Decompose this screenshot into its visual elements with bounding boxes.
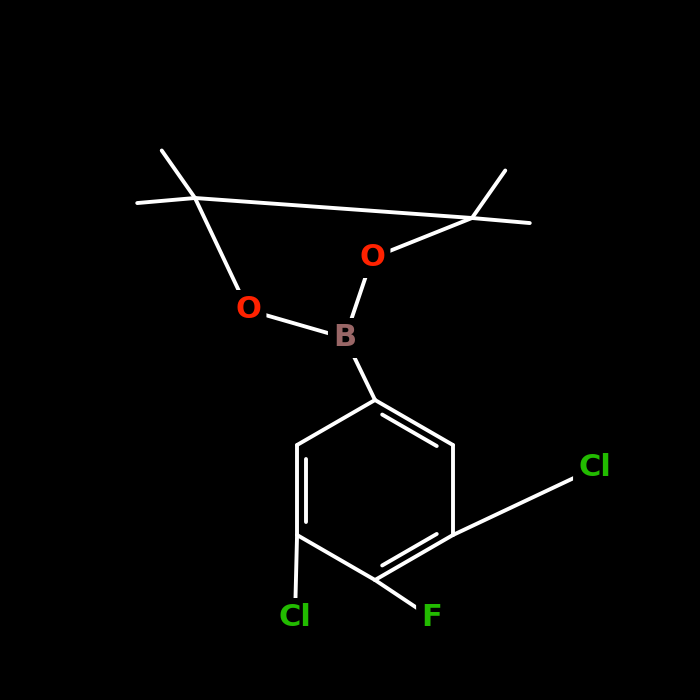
Text: B: B	[333, 323, 356, 353]
Text: O: O	[359, 244, 385, 272]
Text: Cl: Cl	[579, 454, 611, 482]
Text: Cl: Cl	[279, 603, 312, 633]
Text: O: O	[235, 295, 261, 325]
Text: F: F	[421, 603, 442, 633]
